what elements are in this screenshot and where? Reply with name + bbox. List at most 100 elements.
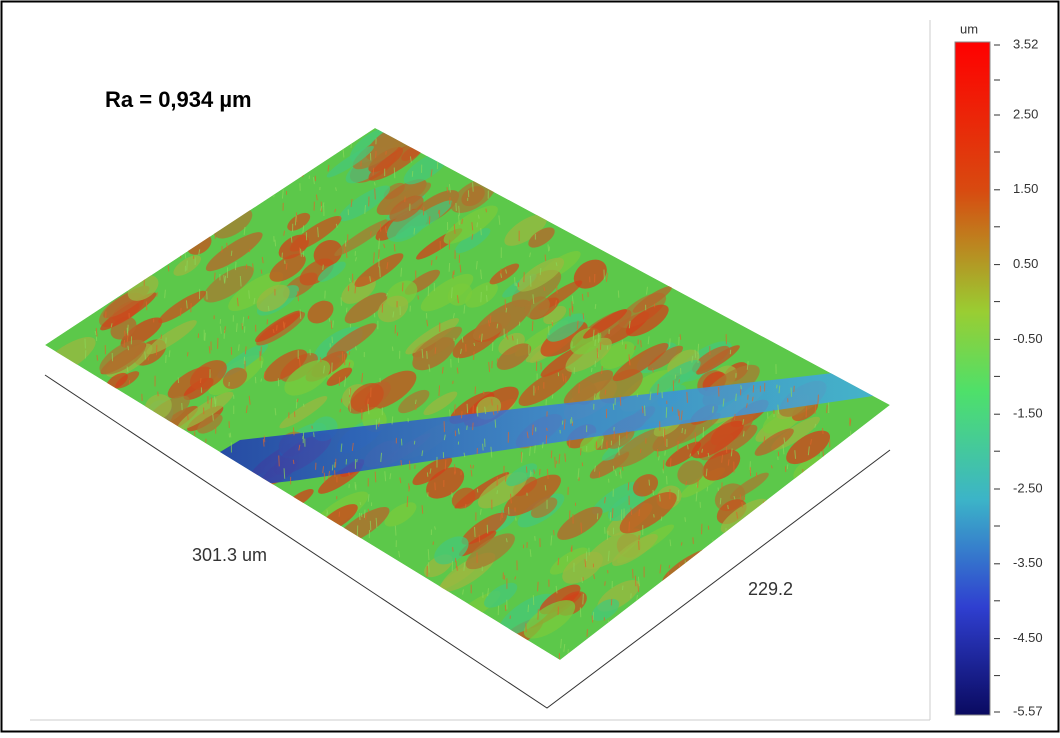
surface-spike (595, 361, 596, 367)
surface-spike (670, 338, 671, 346)
surface-spike (628, 482, 629, 490)
surface-spike (439, 385, 440, 395)
surface-spike (653, 368, 654, 372)
surface-spike (211, 398, 212, 408)
surface-spike (453, 381, 454, 384)
surface-spike (698, 480, 699, 488)
surface-spike (200, 378, 201, 383)
surface-spike (547, 428, 548, 431)
surface-spike (591, 368, 592, 372)
surface-spike (293, 427, 294, 435)
surface-spike (607, 531, 608, 540)
surface-spike (518, 282, 519, 286)
surface-spike (293, 460, 294, 464)
surface-spike (605, 581, 606, 585)
surface-spike (587, 629, 588, 637)
surface-spike (583, 313, 584, 319)
surface-spike (286, 263, 287, 269)
surface-spike (582, 463, 583, 467)
surface-spike (146, 301, 147, 310)
surface-spike (214, 273, 215, 281)
colorbar-tick-label: -5.57 (1013, 703, 1043, 718)
surface-spike (261, 270, 262, 274)
surface-spike (728, 459, 729, 465)
surface-spike (380, 267, 381, 278)
surface-spike (323, 265, 324, 270)
surface-spike (538, 582, 539, 592)
surface-spike (314, 432, 315, 437)
surface-spike (453, 547, 454, 552)
surface-spike (654, 514, 655, 517)
surface-spike (545, 485, 546, 490)
surface-spike (516, 517, 517, 520)
surface-spike (235, 262, 236, 270)
colorbar-unit: um (960, 21, 978, 36)
surface-spike (368, 494, 369, 502)
colorbar-tick-label: -3.50 (1013, 555, 1043, 570)
surface-spike (602, 366, 603, 374)
surface-spike (741, 385, 742, 389)
surface-spike (492, 342, 493, 351)
surface-spike (687, 392, 688, 403)
surface-spike (474, 343, 475, 346)
surface-spike (340, 409, 341, 412)
surface-spike (708, 453, 709, 457)
colorbar-tick-label: -2.50 (1013, 480, 1043, 495)
surface-spike (449, 197, 450, 204)
surface-spike (459, 206, 460, 216)
surface-spike (435, 347, 436, 353)
surface-spike (678, 490, 679, 501)
surface-spike (461, 411, 462, 418)
surface-spike (795, 450, 796, 459)
surface-spike (640, 449, 641, 453)
surface-spike (612, 508, 613, 518)
surface-spike (128, 346, 129, 350)
surface-spike (205, 333, 206, 341)
surface-spike (477, 222, 478, 227)
surface-spike (275, 408, 276, 415)
surface-spike (236, 323, 237, 332)
surface-spike (249, 249, 250, 252)
surface-spike (642, 406, 643, 413)
surface-spike (505, 605, 506, 611)
surface-spike (475, 527, 476, 537)
surface-spike (357, 459, 358, 462)
surface-spike (333, 321, 334, 328)
surface-spike (669, 565, 670, 568)
surface-spike (600, 342, 601, 349)
surface-spike (394, 168, 395, 179)
surface-spike (685, 517, 686, 522)
colorbar-tick-label: -0.50 (1013, 331, 1043, 346)
surface-spike (486, 209, 487, 213)
surface-spike (364, 510, 365, 518)
surface-spike (215, 235, 216, 239)
surface-spike (497, 490, 498, 494)
surface-spike (379, 423, 380, 427)
surface-spike (515, 277, 516, 286)
surface-spike (653, 490, 654, 495)
surface-spike (187, 352, 188, 356)
surface-spike (688, 445, 689, 450)
surface-spike (818, 395, 819, 405)
surface-spike (180, 308, 181, 316)
surface-spike (375, 472, 376, 483)
surface-spike (279, 456, 280, 467)
surface-spike (823, 428, 824, 434)
surface-spike (728, 505, 729, 509)
surface-spike (535, 445, 536, 453)
surface-spike (667, 476, 668, 484)
surface-spike (645, 406, 646, 416)
surface-spike (497, 358, 498, 361)
surface-spike (379, 238, 380, 249)
surface-spike (407, 496, 408, 507)
surface-spike (392, 416, 393, 424)
surface-spike (360, 502, 361, 505)
surface-spike (827, 405, 828, 413)
surface-spike (473, 182, 474, 191)
surface-spike (320, 357, 321, 362)
surface-spike (495, 420, 496, 428)
surface-spike (682, 428, 683, 433)
surface-spike (379, 249, 380, 258)
surface-spike (540, 268, 541, 275)
surface-spike (743, 431, 744, 437)
